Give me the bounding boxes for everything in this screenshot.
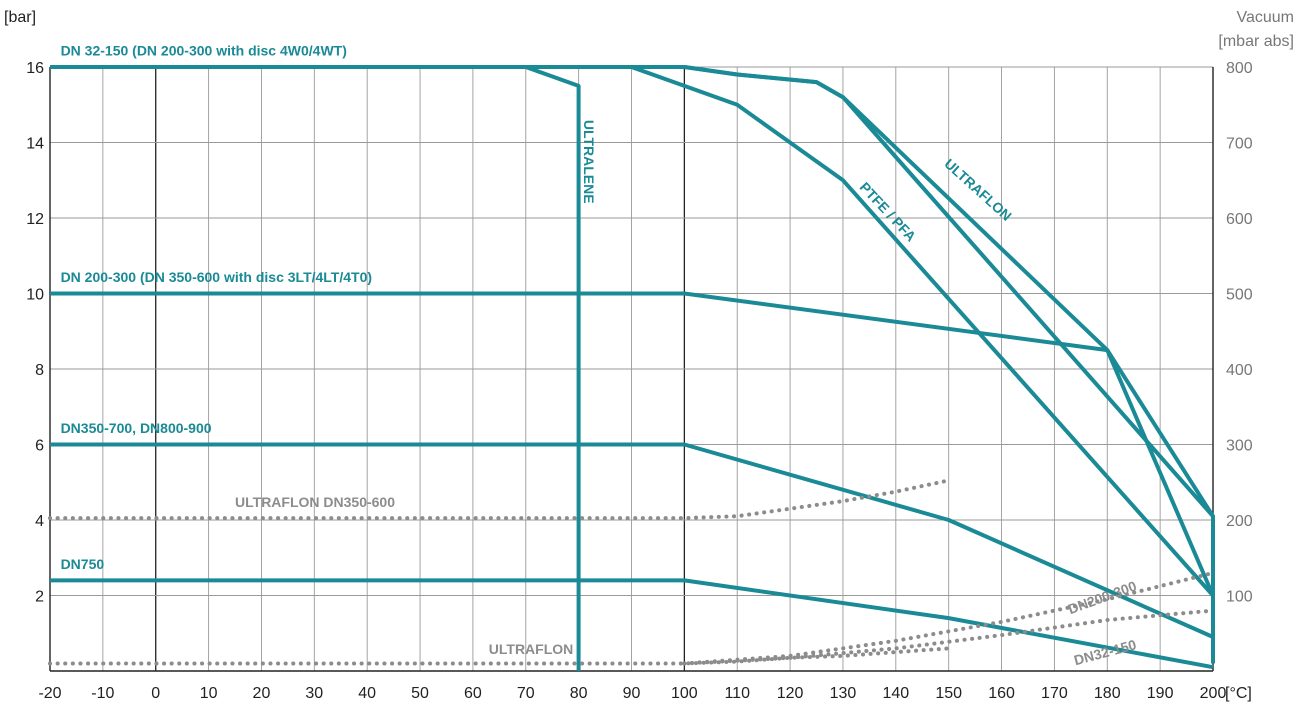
curve-label-3: DN750 xyxy=(61,556,105,572)
x-tick-label: 0 xyxy=(151,685,160,702)
x-tick-label: 70 xyxy=(517,685,535,702)
y-tick-label: 2 xyxy=(35,589,44,606)
x-tick-label: 140 xyxy=(882,685,909,702)
y2-tick-label: 300 xyxy=(1226,438,1253,455)
y2-tick-label: 100 xyxy=(1226,589,1253,606)
curve-label-4: ULTRALENE xyxy=(581,120,597,204)
y-tick-label: 8 xyxy=(35,362,44,379)
x-tick-label: 60 xyxy=(464,685,482,702)
curve-label-8: ULTRAFLON xyxy=(489,641,574,657)
x-tick-label: 120 xyxy=(777,685,804,702)
y-tick-label: 10 xyxy=(26,287,44,304)
y2-tick-label: 400 xyxy=(1226,362,1253,379)
y2-tick-label: 600 xyxy=(1226,211,1253,228)
y-tick-label: 12 xyxy=(26,211,44,228)
y-tick-label: 16 xyxy=(26,60,44,77)
series-line-3 xyxy=(684,65,1215,518)
x-tick-label: 80 xyxy=(570,685,588,702)
curve-label-6: ULTRAFLON xyxy=(941,155,1015,223)
x-tick-label: 110 xyxy=(724,685,750,702)
curve-label-7: ULTRAFLON DN350-600 xyxy=(235,494,395,510)
y-tick-label: 14 xyxy=(26,136,44,153)
y2-tick-label: 500 xyxy=(1226,287,1253,304)
y-tick-label: 6 xyxy=(35,438,44,455)
series-line-1 xyxy=(525,65,581,671)
series-line-4 xyxy=(50,291,1215,597)
x-tick-label: 40 xyxy=(358,685,376,702)
curve-label-0: DN 32-150 (DN 200-300 with disc 4W0/4WT) xyxy=(61,43,347,59)
curve-label-5: PTFE / PFA xyxy=(857,179,920,245)
curve-label-2: DN350-700, DN800-900 xyxy=(61,420,212,436)
series-line-9 xyxy=(682,570,1215,666)
x-axis-label: [°C] xyxy=(1225,685,1252,702)
series-line-5 xyxy=(50,442,1214,639)
x-tick-label: 180 xyxy=(1094,685,1121,702)
x-tick-label: 100 xyxy=(671,685,698,702)
series-line-10 xyxy=(682,608,1215,666)
series-line-7 xyxy=(48,478,951,521)
x-tick-label: 50 xyxy=(411,685,429,702)
x-tick-label: 20 xyxy=(253,685,271,702)
x-tick-label: 200 xyxy=(1200,685,1227,702)
x-tick-label: 130 xyxy=(830,685,857,702)
series-layer xyxy=(48,65,1215,671)
x-tick-label: 160 xyxy=(988,685,1015,702)
x-tick-label: -10 xyxy=(91,685,114,702)
x-tick-label: 150 xyxy=(935,685,962,702)
axes: -20 -10 0 10 20 30 40 50 60 70 80 90 100 110 120 130 140… xyxy=(26,60,1253,702)
x-tick-label: 190 xyxy=(1147,685,1174,702)
y-axis-label: [bar] xyxy=(4,9,36,26)
y2-axis-label-line2: [mbar abs] xyxy=(1218,33,1294,50)
x-tick-label: -20 xyxy=(38,685,61,702)
x-tick-label: 30 xyxy=(305,685,323,702)
y2-axis-label-line1: Vacuum xyxy=(1236,9,1294,26)
labels-layer: DN 32-150 (DN 200-300 with disc 4W0/4WT)… xyxy=(61,43,1139,669)
x-tick-label: 170 xyxy=(1041,685,1068,702)
x-tick-label: 10 xyxy=(200,685,218,702)
x-tick-label: 90 xyxy=(623,685,641,702)
y2-tick-label: 200 xyxy=(1226,513,1253,530)
y2-tick-label: 800 xyxy=(1226,60,1253,77)
curve-label-1: DN 200-300 (DN 350-600 with disc 3LT/4LT… xyxy=(61,269,372,285)
series-line-6 xyxy=(50,578,1214,670)
series-line-2 xyxy=(630,65,1215,597)
y2-tick-label: 700 xyxy=(1226,136,1253,153)
y-tick-label: 4 xyxy=(35,513,44,530)
